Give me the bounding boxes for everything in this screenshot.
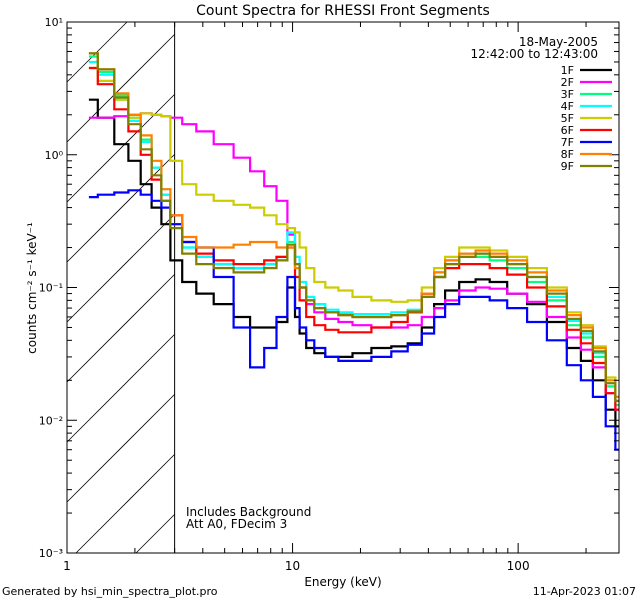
time-range-label: 12:42:00 to 12:43:00 <box>471 47 598 61</box>
legend-label-5f: 5F <box>561 112 574 125</box>
series-line-9f <box>88 52 619 402</box>
series-line-7f <box>88 189 619 451</box>
hatch-line <box>66 34 175 143</box>
x-tick-label: 1 <box>63 559 71 573</box>
y-tick-label: 10¹ <box>45 16 63 29</box>
legend-label-4f: 4F <box>561 100 574 113</box>
y-tick-label: 10⁻³ <box>39 547 63 560</box>
x-axis-label: Energy (keV) <box>304 575 381 589</box>
legend-label-3f: 3F <box>561 88 574 101</box>
annotation-attenuator: Att A0, FDecim 3 <box>186 517 287 531</box>
hatch-line <box>66 394 175 503</box>
chart-title: Count Spectra for RHESSI Front Segments <box>196 3 490 19</box>
series-lines <box>88 52 619 451</box>
x-tick-label: 100 <box>507 559 530 573</box>
footer-generated-by: Generated by hsi_min_spectra_plot.pro <box>2 585 218 598</box>
hatched-region <box>66 21 176 554</box>
hatch-line <box>66 94 175 203</box>
footer-timestamp: 11-Apr-2023 01:07 <box>533 585 636 598</box>
date-label: 18-May-2005 <box>519 35 598 49</box>
y-tick-label: 10⁻² <box>39 414 63 427</box>
x-tick-label: 10 <box>285 559 300 573</box>
legend-label-8f: 8F <box>561 148 574 161</box>
annotation-background: Includes Background <box>186 505 311 519</box>
plot-frame <box>66 21 620 554</box>
hatch-line <box>66 214 175 323</box>
y-tick-label: 10⁻¹ <box>39 282 63 295</box>
legend-label-2f: 2F <box>561 76 574 89</box>
legend-label-9f: 9F <box>561 160 574 173</box>
hatch-line <box>66 21 128 83</box>
hatch-line <box>66 274 175 383</box>
legend-label-1f: 1F <box>561 64 574 77</box>
hatch-line <box>75 454 175 554</box>
axes: 1 10 100 10⁻³ 10⁻² 10⁻¹ 10⁰ 10¹ <box>39 16 619 573</box>
hatch-line <box>66 334 175 443</box>
legend-label-7f: 7F <box>561 136 574 149</box>
hatch-line <box>66 154 175 263</box>
legend-label-6f: 6F <box>561 124 574 137</box>
y-axis-label: counts cm⁻² s⁻¹ keV⁻¹ <box>25 222 39 354</box>
y-tick-label: 10⁰ <box>45 149 64 162</box>
hatch-line <box>135 514 175 554</box>
